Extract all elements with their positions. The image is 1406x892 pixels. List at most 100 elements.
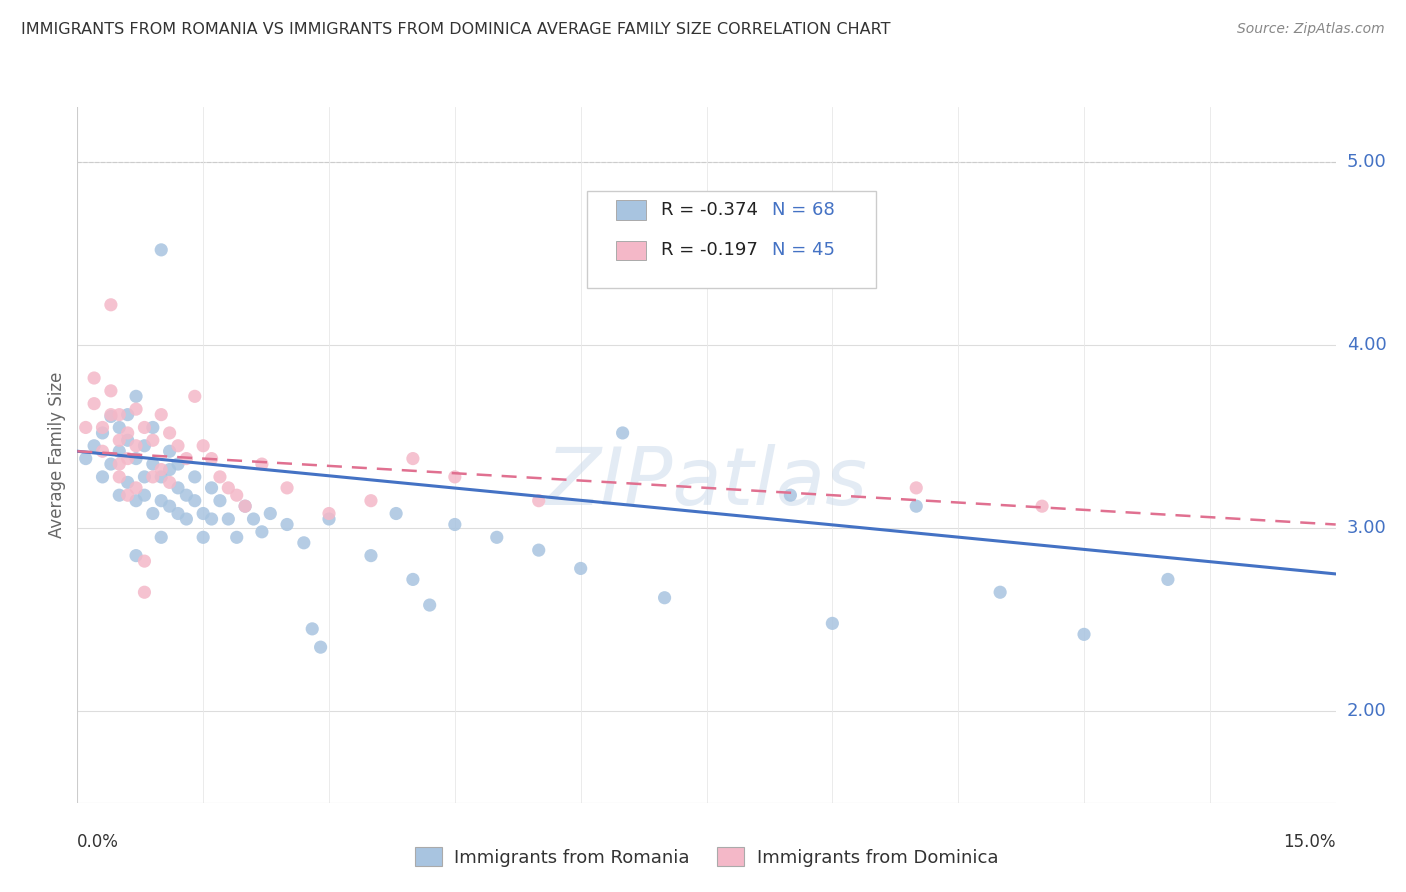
Point xyxy=(309,640,332,655)
FancyBboxPatch shape xyxy=(616,201,645,219)
Point xyxy=(134,554,156,568)
Point xyxy=(142,434,165,448)
Point xyxy=(134,420,156,434)
Point xyxy=(233,499,256,513)
Point xyxy=(225,488,247,502)
Point xyxy=(150,462,173,476)
Point xyxy=(150,530,173,544)
Text: Source: ZipAtlas.com: Source: ZipAtlas.com xyxy=(1237,22,1385,37)
Point xyxy=(75,451,97,466)
Point xyxy=(125,493,148,508)
Point xyxy=(83,371,105,385)
Point xyxy=(108,457,131,471)
Point xyxy=(117,434,139,448)
Point xyxy=(200,512,222,526)
Point xyxy=(569,561,592,575)
Point xyxy=(444,517,467,532)
Point xyxy=(360,493,382,508)
Point xyxy=(402,451,425,466)
Point xyxy=(419,598,441,612)
Point xyxy=(134,488,156,502)
Text: 0.0%: 0.0% xyxy=(77,833,120,851)
Point xyxy=(100,384,122,398)
Point xyxy=(83,397,105,411)
Point xyxy=(134,585,156,599)
Point xyxy=(385,507,408,521)
Point xyxy=(108,408,131,422)
Point xyxy=(259,507,281,521)
Text: N = 45: N = 45 xyxy=(772,242,835,260)
Y-axis label: Average Family Size: Average Family Size xyxy=(48,372,66,538)
Point xyxy=(217,512,239,526)
Point xyxy=(125,481,148,495)
Point xyxy=(159,425,181,440)
Point xyxy=(108,470,131,484)
Point xyxy=(191,507,215,521)
Point xyxy=(191,439,215,453)
Legend: Immigrants from Romania, Immigrants from Dominica: Immigrants from Romania, Immigrants from… xyxy=(408,840,1005,874)
Point xyxy=(100,408,122,422)
Point xyxy=(225,530,247,544)
Point xyxy=(159,462,181,476)
Point xyxy=(905,481,928,495)
Point xyxy=(108,444,131,458)
Point xyxy=(779,488,801,502)
Text: R = -0.374: R = -0.374 xyxy=(661,201,758,219)
Point xyxy=(108,420,131,434)
Point xyxy=(108,434,131,448)
Point xyxy=(250,524,273,539)
Point xyxy=(184,470,207,484)
Point xyxy=(301,622,323,636)
Point xyxy=(1157,573,1180,587)
Text: 3.00: 3.00 xyxy=(1347,519,1386,537)
Point xyxy=(117,475,139,490)
Point xyxy=(117,408,139,422)
Point xyxy=(75,420,97,434)
Text: 2.00: 2.00 xyxy=(1347,702,1386,720)
Point xyxy=(142,420,165,434)
Point xyxy=(485,530,508,544)
Point xyxy=(91,444,114,458)
Point xyxy=(292,536,315,550)
Point xyxy=(117,488,139,502)
Point xyxy=(988,585,1011,599)
Point xyxy=(134,470,156,484)
Text: R = -0.197: R = -0.197 xyxy=(661,242,758,260)
Point xyxy=(402,573,425,587)
Point xyxy=(276,517,298,532)
Point xyxy=(91,420,114,434)
Point xyxy=(100,457,122,471)
Point xyxy=(142,470,165,484)
Point xyxy=(208,493,231,508)
Point xyxy=(159,499,181,513)
Text: 15.0%: 15.0% xyxy=(1284,833,1336,851)
Point xyxy=(184,493,207,508)
Point xyxy=(200,451,222,466)
Point xyxy=(176,488,198,502)
Point xyxy=(527,493,550,508)
Point xyxy=(125,402,148,417)
Point xyxy=(176,512,198,526)
Point xyxy=(1073,627,1095,641)
Point xyxy=(100,298,122,312)
Point xyxy=(360,549,382,563)
Point xyxy=(191,530,215,544)
Text: IMMIGRANTS FROM ROMANIA VS IMMIGRANTS FROM DOMINICA AVERAGE FAMILY SIZE CORRELAT: IMMIGRANTS FROM ROMANIA VS IMMIGRANTS FR… xyxy=(21,22,890,37)
Text: ZIP​atlas: ZIP​atlas xyxy=(546,443,868,522)
Point xyxy=(125,451,148,466)
Point xyxy=(91,425,114,440)
Point xyxy=(250,457,273,471)
Point xyxy=(612,425,634,440)
Text: N = 68: N = 68 xyxy=(772,201,834,219)
Point xyxy=(217,481,239,495)
Text: 5.00: 5.00 xyxy=(1347,153,1386,171)
Point xyxy=(150,243,173,257)
Point xyxy=(167,457,190,471)
Point xyxy=(821,616,844,631)
Point xyxy=(100,409,122,424)
Text: 4.00: 4.00 xyxy=(1347,336,1386,354)
Point xyxy=(150,493,173,508)
Point xyxy=(83,439,105,453)
Point xyxy=(184,389,207,403)
Point xyxy=(125,439,148,453)
